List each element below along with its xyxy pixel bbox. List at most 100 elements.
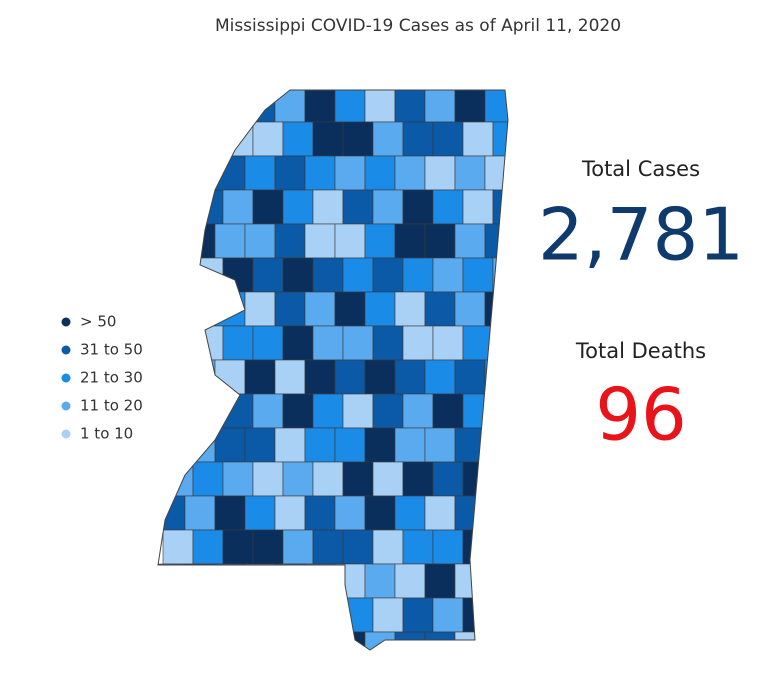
legend-label: 11 to 20 (80, 397, 143, 415)
county (214, 427, 246, 463)
county (312, 461, 344, 497)
county (364, 155, 396, 191)
county (282, 121, 314, 157)
county (274, 90, 306, 123)
county (364, 631, 396, 650)
legend-swatch (61, 373, 71, 383)
county (244, 427, 276, 463)
county (282, 325, 314, 361)
county (158, 563, 186, 599)
county (462, 257, 494, 293)
county (454, 291, 486, 327)
county (484, 495, 508, 531)
county (492, 597, 508, 633)
county (424, 90, 456, 123)
county (432, 393, 464, 429)
county (394, 155, 426, 191)
county (454, 90, 486, 123)
county (432, 597, 464, 633)
county (274, 155, 306, 191)
county (252, 257, 284, 293)
county (312, 597, 344, 633)
county (424, 495, 456, 531)
county (222, 257, 254, 293)
county (312, 325, 344, 361)
county (252, 461, 284, 497)
county (372, 597, 404, 633)
county (222, 121, 254, 157)
county (394, 90, 426, 123)
county (244, 495, 276, 531)
county (402, 393, 434, 429)
county (158, 631, 186, 650)
county (184, 155, 216, 191)
county (402, 189, 434, 225)
county (402, 121, 434, 157)
county (304, 359, 336, 395)
county (312, 121, 344, 157)
legend: > 50 31 to 50 21 to 30 11 to 20 1 to 10 (61, 313, 143, 443)
county (158, 359, 186, 395)
county (342, 597, 374, 633)
county (462, 529, 494, 565)
county (158, 223, 186, 259)
county (158, 427, 186, 463)
county (334, 631, 366, 650)
county (394, 631, 426, 650)
county (222, 325, 254, 361)
county (304, 291, 336, 327)
county (492, 257, 508, 293)
legend-swatch (61, 317, 71, 327)
county (454, 631, 486, 650)
county (364, 90, 396, 123)
title: Mississippi COVID-19 Cases as of April 1… (215, 16, 621, 36)
county (342, 393, 374, 429)
county (282, 597, 314, 633)
county (492, 325, 508, 361)
county (492, 121, 508, 157)
county (274, 291, 306, 327)
stat-label: Total Deaths (575, 339, 706, 363)
county (304, 495, 336, 531)
legend-label: > 50 (80, 313, 116, 331)
county (192, 121, 224, 157)
county (162, 529, 194, 565)
county (274, 223, 306, 259)
county-map (158, 90, 508, 650)
county (394, 563, 426, 599)
county (214, 495, 246, 531)
county (484, 427, 508, 463)
county (274, 563, 306, 599)
county (274, 631, 306, 650)
county (312, 257, 344, 293)
county (184, 359, 216, 395)
county (372, 257, 404, 293)
county (304, 223, 336, 259)
county (394, 291, 426, 327)
county (184, 563, 216, 599)
county (214, 563, 246, 599)
county (222, 597, 254, 633)
county (162, 393, 194, 429)
stat-label: Total Cases (581, 157, 700, 181)
county (364, 223, 396, 259)
county (394, 223, 426, 259)
county (372, 461, 404, 497)
county (484, 90, 508, 123)
legend-swatch (61, 429, 71, 439)
stat-value: 2,781 (538, 193, 744, 277)
county (214, 631, 246, 650)
county (192, 393, 224, 429)
county (192, 529, 224, 565)
county (282, 461, 314, 497)
county (364, 359, 396, 395)
county (192, 597, 224, 633)
county (454, 563, 486, 599)
county (394, 495, 426, 531)
county (364, 563, 396, 599)
county (394, 427, 426, 463)
county (162, 121, 194, 157)
county (184, 90, 216, 123)
county (282, 529, 314, 565)
